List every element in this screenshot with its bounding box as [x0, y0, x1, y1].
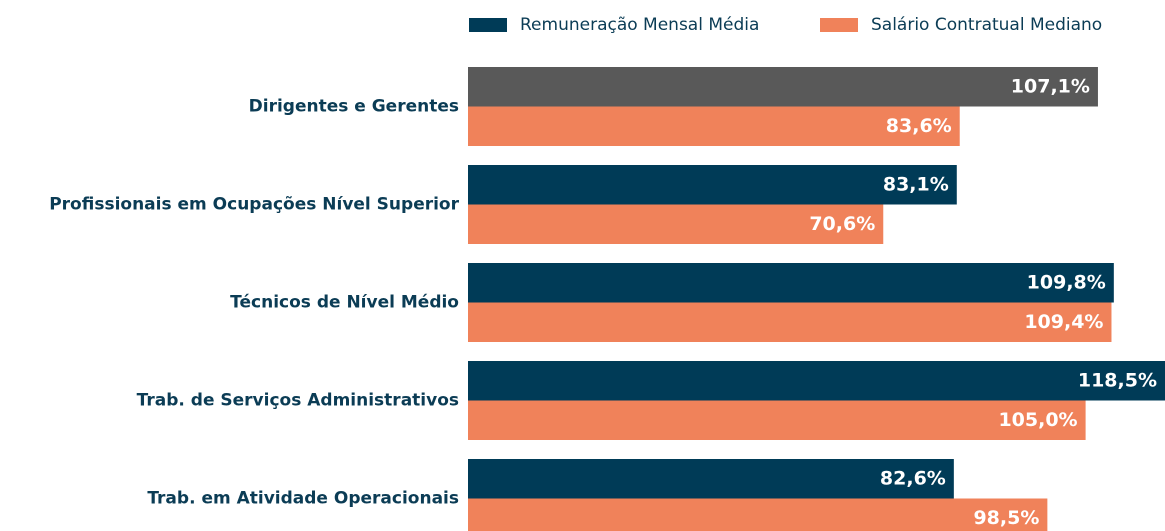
category-label: Profissionais em Ocupações Nível Superio…: [49, 195, 459, 215]
value-label: 118,5%: [1078, 369, 1157, 391]
value-label: 109,8%: [1027, 271, 1106, 293]
bar: [468, 67, 1098, 107]
bar: [468, 459, 954, 499]
legend-label: Remuneração Mensal Média: [520, 15, 759, 35]
bar: [468, 106, 960, 146]
value-label: 83,6%: [886, 115, 952, 137]
legend-swatch: [469, 18, 507, 32]
value-label: 83,1%: [883, 173, 949, 195]
bar: [468, 204, 884, 244]
category-label: Trab. em Atividade Operacionais: [147, 489, 459, 509]
bar: [468, 302, 1112, 342]
category-label: Dirigentes e Gerentes: [249, 97, 459, 117]
bar: [468, 361, 1165, 401]
legend-swatch: [820, 18, 858, 32]
category-label: Técnicos de Nível Médio: [230, 293, 459, 313]
bar: [468, 498, 1048, 531]
bar: [468, 400, 1086, 440]
category-label: Trab. de Serviços Administrativos: [137, 391, 459, 411]
legend-label: Salário Contratual Mediano: [871, 15, 1102, 35]
value-label: 105,0%: [998, 409, 1077, 431]
bar: [468, 165, 957, 205]
value-label: 70,6%: [809, 213, 875, 235]
value-label: 109,4%: [1024, 311, 1103, 333]
value-label: 98,5%: [973, 507, 1039, 529]
value-label: 107,1%: [1011, 75, 1090, 97]
value-label: 82,6%: [880, 467, 946, 489]
bar: [468, 263, 1114, 303]
